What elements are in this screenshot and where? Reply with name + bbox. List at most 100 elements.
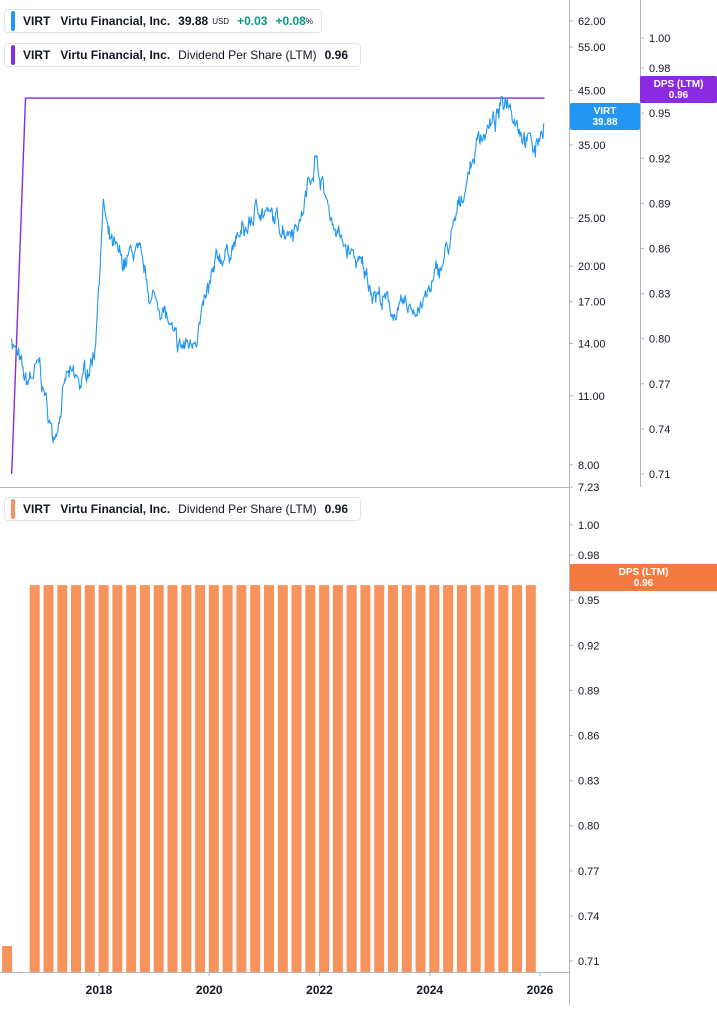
dps-bar [208,585,219,972]
price-badge-symbol: VIRT [593,105,617,117]
price-axis-tick-label: 8.00 [578,460,599,472]
dps-axis-bottom-tick-label: 0.71 [578,956,599,968]
dps-legend-top-swatch [11,45,15,65]
price-badge-value: 39.88 [592,116,618,128]
dps-bar [388,585,398,972]
dps-badge-top-value: 0.96 [668,89,689,101]
dps-bar [167,585,178,972]
dps-badge-bottom-value: 0.96 [633,577,654,589]
price-axis-tick-label: 20.00 [578,261,606,273]
dps-legend-bottom-symbol: VIRT [23,502,51,516]
dps-axis-bottom-tick-label: 0.83 [578,776,599,788]
dps-bar [401,585,412,972]
dps-badge-top: DPS (LTM) 0.96 [640,76,717,103]
time-axis-tick-label: 2022 [306,983,333,997]
price-axis-tick-label: 55.00 [578,42,606,54]
dps-axis-bottom-tick-label: 0.80 [578,821,599,833]
dps-bar [498,585,509,972]
time-axis-tick-label: 2018 [86,983,113,997]
dps-axis-bottom-tick-label: 0.89 [578,685,599,697]
dps-badge-bottom: DPS (LTM) 0.96 [570,564,717,591]
price-legend[interactable]: VIRT Virtu Financial, Inc. 39.88 USD +0.… [4,9,322,33]
dps-bar [84,585,95,972]
price-axis-tick-label: 7.23 [578,482,599,494]
dps-axis-top-tick-label: 0.80 [649,334,670,346]
price-axis-tick-label: 62.00 [578,16,606,28]
dps-line [11,97,545,475]
price-axis-tick-label: 17.00 [578,296,606,308]
dps-axis-top-tick-label: 0.83 [649,289,670,301]
dps-legend-bottom-swatch [11,499,15,519]
dps-bar [57,585,68,972]
dps-axis-top-tick-label: 0.98 [649,63,670,75]
dps-bar [250,585,261,972]
dps-bar [277,585,288,972]
dps-bar [71,585,81,972]
dps-legend-top-name: Virtu Financial, Inc. [60,48,171,62]
price-line [11,96,545,444]
time-axis-tick-label: 2024 [416,983,443,997]
dps-legend-bottom-metric: Dividend Per Share (LTM) [178,502,317,516]
dps-legend-top-metric: Dividend Per Share (LTM) [178,48,317,62]
price-axis-tick-label: 25.00 [578,213,606,225]
dps-axis-top-tick-label: 0.86 [649,243,670,255]
dps-legend-bottom[interactable]: VIRT Virtu Financial, Inc. Dividend Per … [4,497,362,521]
dps-legend-top-value: 0.96 [324,48,349,62]
dps-bar [319,585,330,972]
dps-legend-bottom-name: Virtu Financial, Inc. [60,502,171,516]
dps-axis-top-tick-label: 0.92 [649,153,670,165]
price-axis-tick-label: 35.00 [578,140,606,152]
dps-bar [346,585,357,972]
dps-badge-top-label: DPS (LTM) [653,78,704,90]
price-last-badge: VIRT 39.88 [570,103,640,130]
dps-axis-bottom-tick-label: 0.74 [578,911,599,923]
dps-bar [2,946,13,972]
dps-bar [470,585,481,972]
dps-legend-top[interactable]: VIRT Virtu Financial, Inc. Dividend Per … [4,43,362,67]
price-legend-currency: USD [212,16,230,26]
dps-badge-bottom-label: DPS (LTM) [618,566,669,578]
dps-axis-top-tick-label: 0.95 [649,108,670,120]
dps-bar [525,585,536,972]
price-legend-value: 39.88 [178,14,209,28]
dps-bar [126,585,137,972]
dps-bar [456,585,467,972]
dps-bar [236,585,247,972]
dps-axis-top-tick-label: 0.74 [649,424,670,436]
dps-bar [484,585,495,972]
price-axis-tick-label: 14.00 [578,339,606,351]
dps-bar [291,585,302,972]
dps-bar [29,585,40,972]
dps-bar [374,585,385,972]
price-legend-change-pct: +0.08 [275,14,306,28]
dps-axis-bottom-tick-label: 0.98 [578,550,599,562]
price-legend-swatch [11,11,15,31]
price-legend-pct-sign: % [305,16,313,26]
dps-bar [415,585,426,972]
dps-bar [264,585,274,972]
dps-axis-bottom-tick-label: 1.00 [578,520,599,532]
dps-bar [360,585,371,972]
dps-bar [429,585,440,972]
dps-bar [195,585,206,972]
dps-axis-bottom-tick-label: 0.86 [578,730,599,742]
dps-bar [112,585,123,972]
dps-axis-top-tick-label: 0.89 [649,198,670,210]
price-legend-name: Virtu Financial, Inc. [60,14,171,28]
dps-axis-bottom-tick-label: 0.77 [578,866,599,878]
dps-axis-top-tick-label: 0.77 [649,379,670,391]
dps-legend-bottom-value: 0.96 [324,502,349,516]
time-axis-tick-label: 2026 [527,983,554,997]
dps-bar [43,585,54,972]
dps-legend-top-symbol: VIRT [23,48,51,62]
time-axis-tick-label: 2020 [196,983,223,997]
dps-axis-bottom-tick-label: 0.92 [578,640,599,652]
dps-bar [332,585,343,972]
price-axis-tick-label: 11.00 [578,391,605,403]
dps-bar [181,585,192,972]
dps-axis-top-tick-label: 0.71 [649,469,670,481]
price-legend-symbol: VIRT [23,14,51,28]
dps-axis-top-tick-label: 1.00 [649,33,670,45]
